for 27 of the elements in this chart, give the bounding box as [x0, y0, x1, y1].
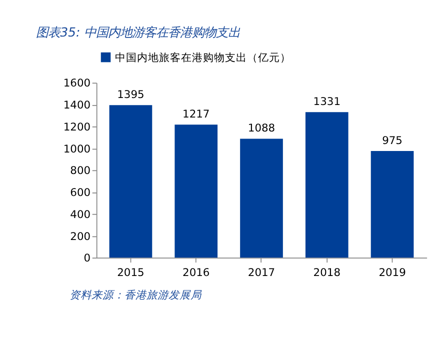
x-tick-label: 2017 — [248, 266, 276, 279]
x-tick-label: 2019 — [378, 266, 406, 279]
data-label: 1331 — [313, 95, 340, 108]
x-tick-label: 2016 — [182, 266, 210, 279]
y-tick-label: 1600 — [63, 76, 91, 90]
data-label: 1217 — [182, 107, 210, 120]
y-tick-label: 0 — [84, 252, 91, 265]
y-tick-label: 1000 — [63, 142, 91, 156]
y-tick-label: 1200 — [63, 120, 91, 134]
y-tick-label: 400 — [70, 208, 91, 221]
y-tick-label: 600 — [70, 186, 91, 200]
y-tick-label: 1400 — [63, 98, 91, 112]
bar — [174, 124, 218, 258]
bar — [370, 151, 414, 258]
y-tick-label: 200 — [70, 230, 91, 243]
chart-title: 图表35: 中国内地游客在香港购物支出 — [36, 24, 242, 40]
data-label: 1395 — [117, 88, 144, 101]
data-label: 1088 — [248, 122, 276, 135]
bar — [109, 105, 152, 258]
bar — [240, 138, 283, 258]
data-label: 975 — [382, 134, 402, 147]
bar — [305, 112, 348, 258]
x-tick-label: 2018 — [313, 266, 341, 279]
text: 资料来源：香港旅游发展局 — [70, 288, 203, 302]
y-tick-label: 800 — [70, 164, 91, 178]
x-tick-label: 2015 — [117, 266, 144, 279]
legend-label: 中国内地旅客在港购物支出（亿元） — [115, 50, 292, 64]
